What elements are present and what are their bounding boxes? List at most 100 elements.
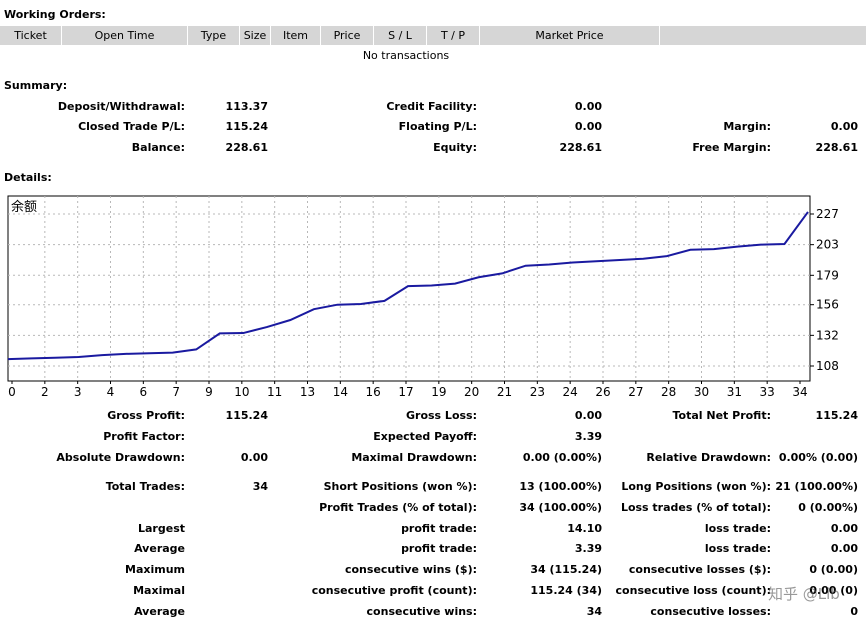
stat-value-col2: 0.00	[574, 409, 602, 422]
y-tick-label: 156	[816, 298, 839, 312]
stat-label-col2: Profit Trades (% of total):	[319, 501, 477, 514]
closed-pl-value: 115.24	[225, 120, 268, 133]
no-transactions-text: No transactions	[362, 49, 450, 62]
y-tick-label: 203	[816, 238, 839, 252]
x-tick-label: 9	[205, 385, 213, 399]
x-tick-label: 20	[464, 385, 479, 399]
stat-label-col1: Maximum	[125, 563, 185, 576]
credit-label: Credit Facility:	[386, 100, 477, 113]
x-tick-label: 11	[267, 385, 282, 399]
stat-value-col2: 0.00 (0.00%)	[522, 451, 602, 464]
stat-value-col3: 0.00 (0)	[809, 584, 858, 597]
stat-value-col3: 0.00% (0.00)	[778, 451, 858, 464]
stat-label-col2: Expected Payoff:	[373, 430, 477, 443]
x-tick-label: 3	[74, 385, 82, 399]
stat-label-col2: Maximal Drawdown:	[351, 451, 477, 464]
orders-table-header: Ticket Open Time Type Size Item Price S …	[0, 26, 866, 45]
y-tick-label: 179	[816, 268, 839, 282]
x-tick-label: 2	[41, 385, 49, 399]
x-tick-label: 13	[300, 385, 315, 399]
stat-label-col2: profit trade:	[401, 522, 477, 535]
plot-frame	[7, 195, 811, 382]
x-tick-label: 30	[694, 385, 709, 399]
stat-label-col1: Profit Factor:	[103, 430, 185, 443]
credit-value: 0.00	[574, 100, 602, 113]
stat-value-col3: 115.24	[815, 409, 858, 422]
stat-value-col3: 21 (100.00%)	[775, 480, 858, 493]
stat-label-col1: Maximal	[133, 584, 185, 597]
stat-value-col2: 34	[586, 605, 602, 618]
free-margin-value: 228.61	[815, 141, 858, 154]
stat-label-col2: profit trade:	[401, 542, 477, 555]
x-tick-label: 14	[333, 385, 348, 399]
stat-label-col2: consecutive wins ($):	[344, 563, 477, 576]
col-item[interactable]: Item	[271, 26, 321, 45]
x-tick-label: 6	[140, 385, 148, 399]
equity-label: Equity:	[433, 141, 477, 154]
col-market-price[interactable]: Market Price	[480, 26, 660, 45]
col-empty	[660, 26, 866, 45]
col-open-time[interactable]: Open Time	[62, 26, 188, 45]
col-price[interactable]: Price	[321, 26, 374, 45]
x-tick-label: 7	[172, 385, 180, 399]
stat-value-col3: 0	[850, 605, 858, 618]
details-title: Details:	[4, 171, 52, 184]
x-tick-label: 33	[760, 385, 775, 399]
stat-label-col2: Gross Loss:	[406, 409, 477, 422]
stat-label-col3: consecutive losses ($):	[628, 563, 771, 576]
stat-value-col3: 0 (0.00%)	[798, 501, 858, 514]
closed-pl-label: Closed Trade P/L:	[78, 120, 185, 133]
x-tick-label: 27	[628, 385, 643, 399]
margin-value: 0.00	[830, 120, 858, 133]
stat-value-col2: 13 (100.00%)	[519, 480, 602, 493]
stat-value-col2: 14.10	[567, 522, 602, 535]
x-tick-label: 21	[497, 385, 512, 399]
x-tick-label: 0	[8, 385, 16, 399]
stat-label-col3: Relative Drawdown:	[646, 451, 771, 464]
stat-value-col2: 3.39	[574, 430, 602, 443]
floating-pl-label: Floating P/L:	[398, 120, 477, 133]
equity-value: 228.61	[559, 141, 602, 154]
col-tp[interactable]: T / P	[427, 26, 480, 45]
chart-legend-label: 余额	[11, 199, 37, 215]
x-tick-label: 10	[234, 385, 249, 399]
working-orders-title: Working Orders:	[4, 8, 106, 21]
stat-label-col2: Short Positions (won %):	[323, 480, 477, 493]
stat-value-col1: 115.24	[225, 409, 268, 422]
x-tick-label: 28	[661, 385, 676, 399]
margin-label: Margin:	[723, 120, 771, 133]
stat-label-col1: Largest	[138, 522, 185, 535]
x-tick-label: 16	[366, 385, 381, 399]
deposit-label: Deposit/Withdrawal:	[57, 100, 185, 113]
stat-label-col2: consecutive profit (count):	[311, 584, 477, 597]
stat-label-col3: loss trade:	[704, 522, 771, 535]
stat-value-col2: 3.39	[574, 542, 602, 555]
col-ticket[interactable]: Ticket	[0, 26, 62, 45]
balance-value: 228.61	[225, 141, 268, 154]
stat-value-col2: 34 (100.00%)	[519, 501, 602, 514]
stat-value-col3: 0.00	[830, 542, 858, 555]
x-tick-label: 19	[431, 385, 446, 399]
summary-title: Summary:	[4, 79, 68, 92]
x-tick-label: 23	[530, 385, 545, 399]
x-tick-label: 26	[595, 385, 610, 399]
stat-value-col1: 0.00	[240, 451, 268, 464]
stat-value-col1: 34	[252, 480, 268, 493]
stat-label-col1: Gross Profit:	[107, 409, 185, 422]
watermark: 知乎 @Lib	[768, 585, 840, 603]
stat-label-col2: consecutive wins:	[366, 605, 477, 618]
stat-value-col3: 0 (0.00)	[809, 563, 858, 576]
stat-label-col1: Absolute Drawdown:	[56, 451, 185, 464]
col-type[interactable]: Type	[188, 26, 240, 45]
stat-label-col1: Average	[134, 542, 185, 555]
col-sl[interactable]: S / L	[374, 26, 427, 45]
col-size[interactable]: Size	[240, 26, 271, 45]
deposit-value: 113.37	[225, 100, 268, 113]
stat-value-col3: 0.00	[830, 522, 858, 535]
stat-value-col2: 34 (115.24)	[530, 563, 602, 576]
stat-label-col3: loss trade:	[704, 542, 771, 555]
free-margin-label: Free Margin:	[692, 141, 771, 154]
y-tick-label: 227	[816, 207, 839, 221]
stat-label-col3: Loss trades (% of total):	[620, 501, 771, 514]
